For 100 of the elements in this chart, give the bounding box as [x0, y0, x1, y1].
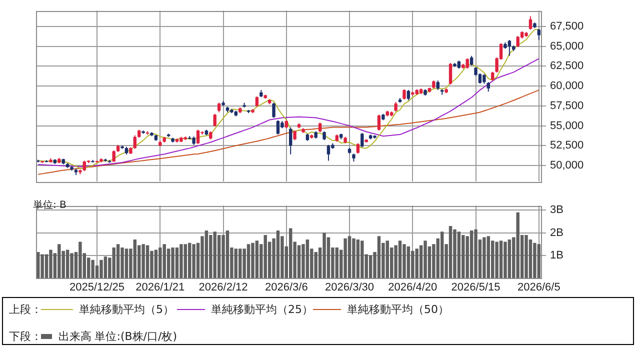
- x-tick-label: 2025/12/25: [69, 282, 125, 294]
- bar: [486, 236, 490, 278]
- bar: [162, 244, 166, 278]
- bar: [158, 247, 162, 278]
- bar: [398, 240, 402, 278]
- bar: [78, 242, 82, 278]
- bar: [276, 230, 280, 278]
- candlestick: [272, 102, 276, 118]
- candlestick: [377, 114, 381, 132]
- bar: [453, 229, 456, 278]
- x-tick-label: 2026/6/5: [517, 282, 560, 294]
- bar: [524, 235, 528, 278]
- bar: [504, 242, 507, 278]
- candlestick: [217, 102, 221, 113]
- y-tick-label: 52,500: [550, 140, 584, 152]
- bar: [360, 240, 364, 278]
- x-tick-label: 2026/1/21: [136, 282, 185, 294]
- bar: [516, 212, 520, 278]
- y-tick-label: 57,500: [550, 100, 584, 112]
- candlestick: [394, 101, 398, 112]
- bar: [255, 240, 259, 278]
- bar: [91, 260, 94, 278]
- candlestick: [356, 142, 360, 154]
- bar: [474, 229, 478, 278]
- bar: [133, 240, 137, 278]
- bar: [104, 256, 108, 278]
- bar: [66, 250, 70, 278]
- candlestick: [82, 160, 86, 172]
- bar: [112, 247, 116, 278]
- candlestick: [466, 58, 469, 70]
- bar: [411, 250, 414, 278]
- bar: [234, 248, 238, 278]
- bar: [188, 242, 192, 278]
- bar: [406, 246, 410, 278]
- bar: [508, 240, 512, 278]
- candlestick: [486, 82, 490, 92]
- bar: [335, 247, 339, 278]
- bar: [533, 242, 536, 278]
- bar: [175, 247, 179, 278]
- candlestick: [289, 126, 292, 155]
- candlestick: [470, 55, 474, 66]
- bar: [192, 244, 196, 278]
- bar: [344, 238, 347, 278]
- bar: [40, 254, 44, 278]
- bar: [348, 236, 352, 278]
- legend-label: 単純移動平均（25）: [211, 302, 313, 316]
- legend-title: 下段：: [9, 328, 42, 344]
- legend-label: 出来高 単位:(B株/口/枚): [58, 328, 177, 344]
- bar: [180, 244, 183, 278]
- bar: [204, 230, 208, 278]
- bar: [322, 232, 326, 278]
- candlestick: [196, 129, 200, 145]
- candlestick: [133, 134, 136, 150]
- bar: [120, 247, 124, 278]
- bar: [499, 240, 503, 278]
- bar: [462, 235, 465, 278]
- bar: [537, 244, 541, 278]
- bar: [306, 240, 310, 278]
- y-tick-label: 50,000: [550, 160, 584, 172]
- bar: [356, 240, 360, 278]
- bar: [58, 244, 61, 278]
- legend-label: 単純移動平均（5）: [79, 302, 174, 316]
- bar: [424, 240, 427, 278]
- candlestick: [402, 88, 406, 100]
- x-tick-label: 2026/3/30: [325, 282, 374, 294]
- legend-label: 単純移動平均（50）: [347, 302, 449, 316]
- y-tick-label: 60,000: [550, 80, 584, 92]
- bar: [386, 240, 390, 278]
- candlestick: [326, 144, 330, 162]
- bar: [226, 230, 230, 278]
- candlestick: [112, 150, 116, 162]
- bar: [314, 252, 318, 278]
- bar: [142, 244, 145, 278]
- bar: [154, 250, 158, 278]
- bar: [49, 250, 52, 278]
- x-tick-label: 2026/5/15: [451, 282, 500, 294]
- candlestick: [508, 39, 512, 56]
- bar: [146, 245, 150, 278]
- x-tick-label: 2026/4/20: [388, 282, 438, 294]
- bar: [495, 242, 498, 278]
- y-tick-label: 62,500: [550, 60, 584, 72]
- candlestick: [276, 120, 280, 136]
- bar: [352, 238, 356, 278]
- candlestick: [436, 80, 440, 91]
- candlestick: [528, 16, 532, 30]
- y-tick-label: 3B: [550, 204, 564, 216]
- bar: [213, 232, 216, 278]
- candlestick: [360, 132, 364, 148]
- bar: [297, 245, 301, 278]
- candlestick: [537, 28, 540, 40]
- bar: [100, 260, 103, 278]
- bar: [217, 235, 221, 278]
- legend-title: 上段：: [9, 302, 42, 316]
- y-tick-label: 1B: [550, 249, 564, 262]
- candlestick: [448, 62, 452, 85]
- bar: [415, 248, 418, 278]
- bar: [251, 242, 254, 278]
- candlestick: [293, 130, 296, 141]
- bar: [368, 255, 372, 278]
- candlestick: [213, 113, 216, 128]
